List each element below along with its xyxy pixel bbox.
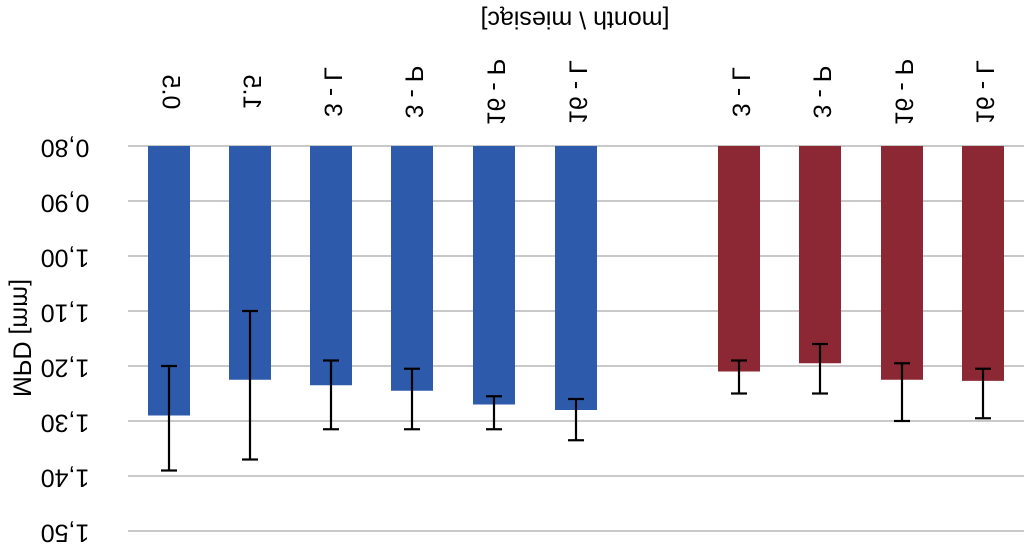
x-tick-label: 16 - L: [970, 60, 998, 124]
y-axis-title: MPD [mm]: [7, 279, 35, 397]
x-axis-ticks: 0.5 1.5 3 - L 3 - P 16 - P 16 - L 3 - L 3 - P 16…: [156, 59, 998, 126]
bar: [391, 146, 433, 391]
bar: [799, 146, 841, 364]
x-axis-title: [month \ miesiąc]: [481, 5, 670, 33]
x-tick-label: 0.5: [156, 75, 184, 110]
error-bars: [161, 309, 991, 472]
error-bar: [812, 342, 828, 395]
error-bar: [486, 395, 502, 431]
bar: [718, 146, 760, 372]
y-tick-label: 1,20: [41, 353, 90, 381]
x-tick-label: 16 - L: [563, 60, 591, 124]
bar: [881, 146, 923, 380]
error-bar: [975, 367, 991, 420]
error-bar: [323, 359, 339, 431]
y-axis-ticks: 0,80 0,90 1,00 1,10 1,20 1,30 1,40 1,50: [41, 133, 90, 546]
x-tick-label: 16 - P: [889, 59, 917, 126]
error-bar: [731, 359, 747, 395]
error-bar: [242, 309, 258, 461]
bars: [148, 146, 1004, 416]
bar: [555, 146, 597, 410]
x-tick-label: 3 - L: [726, 67, 754, 117]
bar: [962, 146, 1004, 381]
error-bar: [161, 364, 177, 472]
error-bar: [568, 397, 584, 442]
x-tick-label: 16 - P: [481, 59, 509, 126]
x-tick-label: 3 - L: [318, 67, 346, 117]
bar: [473, 146, 515, 405]
y-tick-label: 0,90: [41, 188, 90, 216]
x-tick-label: 3 - P: [399, 66, 427, 119]
error-bar: [894, 362, 910, 423]
y-tick-label: 1,40: [41, 463, 90, 491]
y-tick-label: 1,10: [41, 298, 90, 326]
x-tick-label: 1.5: [237, 75, 265, 110]
y-tick-label: 0,80: [41, 133, 90, 161]
y-tick-label: 1,50: [41, 518, 90, 546]
error-bar: [404, 367, 420, 431]
x-tick-label: 3 - P: [807, 66, 835, 119]
y-tick-label: 1,00: [41, 243, 90, 271]
y-tick-label: 1,30: [41, 408, 90, 436]
bar: [310, 146, 352, 386]
